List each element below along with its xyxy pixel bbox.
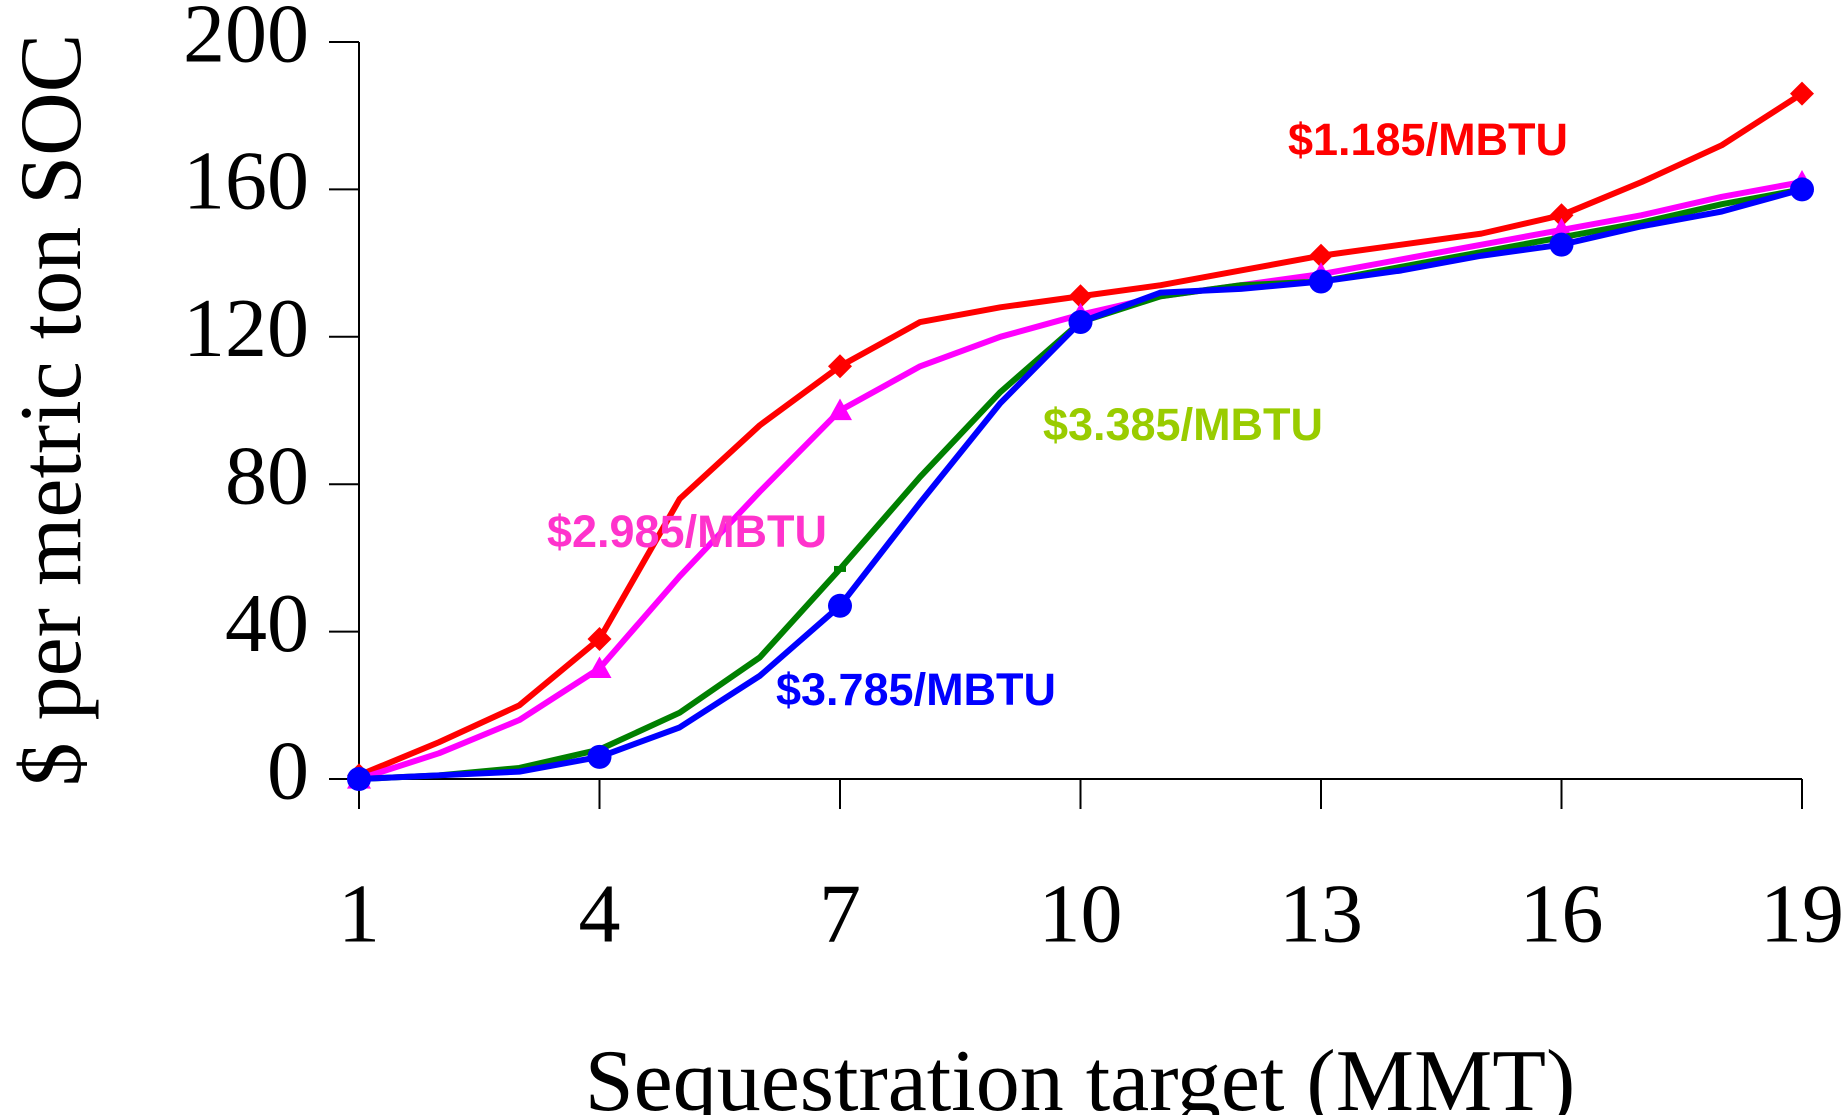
y-tick-label: 0	[267, 724, 309, 817]
x-tick-label: 4	[579, 867, 621, 960]
series-label: $1.185/MBTU	[1288, 114, 1568, 165]
x-tick-label: 16	[1520, 867, 1604, 960]
x-tick-label: 10	[1039, 867, 1123, 960]
y-tick-label: 80	[225, 429, 309, 522]
marker	[828, 398, 852, 421]
marker	[828, 593, 852, 618]
x-tick-label: 7	[819, 867, 861, 960]
x-tick-label: 13	[1279, 867, 1363, 960]
x-tick-label: 1	[338, 867, 380, 960]
series-label: $3.785/MBTU	[776, 664, 1056, 715]
marker	[347, 767, 371, 791]
y-axis-title: $ per metric ton SOC	[3, 34, 100, 787]
marker	[1549, 232, 1574, 257]
series-line	[358, 186, 1803, 782]
marker	[587, 626, 612, 651]
marker	[1790, 177, 1814, 202]
marker	[587, 744, 612, 769]
y-tick-label: 120	[183, 282, 309, 375]
marker	[828, 354, 852, 379]
series-label: $2.985/MBTU	[547, 506, 827, 557]
marker	[1790, 81, 1814, 106]
marker	[587, 656, 612, 679]
series-label: $3.385/MBTU	[1043, 399, 1323, 450]
marker	[834, 565, 846, 572]
marker	[1549, 203, 1574, 228]
series-line	[358, 179, 1803, 782]
marker	[1309, 243, 1333, 268]
x-tick-label: 19	[1760, 867, 1844, 960]
marker	[1068, 310, 1093, 335]
marker	[1309, 269, 1333, 294]
y-tick-label: 200	[183, 0, 309, 80]
y-tick-label: 160	[183, 135, 309, 228]
series-line	[358, 186, 1803, 782]
y-tick-label: 40	[225, 577, 309, 670]
x-axis-title: Sequestration target (MMT)	[585, 1033, 1576, 1115]
marker	[1068, 284, 1093, 309]
